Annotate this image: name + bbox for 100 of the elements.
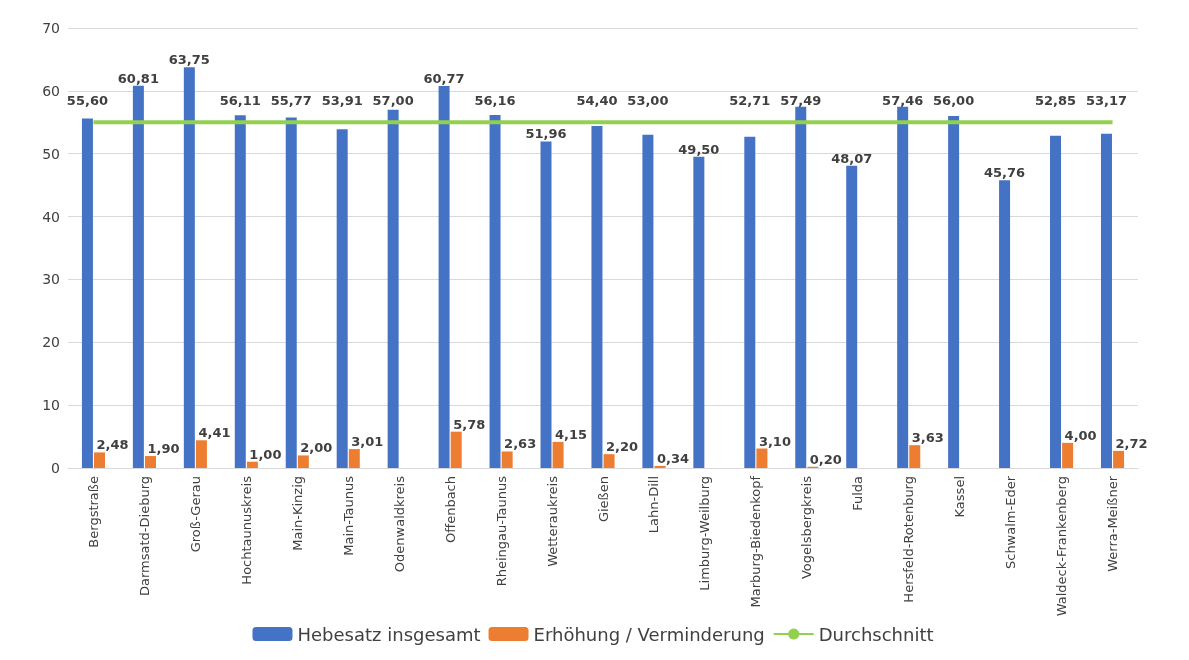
bar	[438, 86, 450, 468]
data-label: 2,72	[1115, 435, 1148, 451]
x-tick-label: Hersfeld-Rotenburg	[901, 476, 917, 603]
data-label: 1,90	[147, 441, 180, 457]
x-tick-label: Wetteraukreis	[544, 475, 560, 567]
data-label: 5,78	[453, 416, 486, 432]
x-tick-label: Limburg-Weilburg	[697, 476, 713, 591]
legend-label: Durchschnitt	[818, 623, 934, 645]
data-label: 2,00	[300, 440, 333, 456]
bar	[285, 117, 297, 468]
bar	[387, 109, 399, 468]
data-label: 45,76	[984, 165, 1026, 181]
bar	[603, 454, 615, 468]
data-label: 3,10	[758, 433, 791, 449]
x-tick-label: Kassel	[952, 476, 968, 518]
data-label: 2,48	[96, 437, 129, 453]
data-label: 57,49	[780, 93, 822, 109]
y-tick-label: 0	[51, 460, 60, 476]
data-label: 48,07	[831, 150, 873, 166]
data-label: 51,96	[525, 126, 567, 142]
y-tick-label: 40	[42, 208, 60, 225]
bar	[336, 129, 348, 468]
bar	[654, 465, 666, 468]
data-label: 53,17	[1085, 93, 1128, 109]
x-tick-label: Darmsatd-Dieburg	[136, 476, 152, 597]
data-label: 1,00	[249, 446, 282, 462]
data-label: 49,50	[678, 141, 720, 157]
bar	[1100, 133, 1112, 468]
legend-label: Erhöhung / Verminderung	[533, 623, 765, 645]
data-label: 55,60	[66, 93, 108, 109]
bar	[897, 106, 909, 468]
bar	[591, 126, 603, 468]
bar	[132, 85, 144, 468]
x-tick-label: Waldeck-Frankenberg	[1054, 476, 1070, 617]
bar	[81, 118, 93, 468]
x-tick-label: Schwalm-Eder	[1003, 475, 1019, 570]
bar	[489, 114, 501, 468]
data-label: 2,20	[606, 439, 639, 455]
bar	[846, 165, 858, 468]
y-tick-label: 30	[42, 271, 60, 288]
x-tick-label: Lahn-Dill	[646, 476, 662, 534]
data-label: 53,00	[627, 93, 669, 109]
bar	[144, 456, 156, 468]
x-tick-label: Gießen	[595, 476, 611, 523]
data-label: 55,77	[270, 93, 312, 109]
bar	[183, 67, 195, 468]
x-tick-label: Werra-Meißner	[1105, 475, 1121, 572]
data-label: 56,11	[219, 93, 261, 109]
data-label: 60,81	[117, 70, 159, 86]
bar	[693, 156, 705, 468]
bar	[795, 106, 807, 468]
data-label: 4,00	[1064, 427, 1097, 443]
data-label: 4,15	[555, 426, 588, 442]
data-label: 3,01	[351, 434, 384, 450]
x-tick-label: Vogelsbergkreis	[799, 475, 815, 580]
data-label: 4,41	[198, 425, 231, 441]
data-label: 56,00	[933, 93, 975, 109]
data-label: 53,91	[321, 93, 363, 109]
bar	[999, 180, 1011, 468]
x-tick-label: Offenbach	[442, 476, 458, 544]
y-tick-label: 10	[42, 397, 60, 414]
x-tick-label: Hochtaunuskreis	[238, 475, 254, 585]
bar	[246, 461, 258, 468]
x-tick-label: Rheingau-Taunus	[493, 475, 509, 587]
x-tick-label: Marburg-Biedenkopf	[748, 475, 764, 608]
bar	[1050, 135, 1062, 468]
data-label: 3,63	[911, 430, 944, 446]
x-tick-label: Odenwaldkreis	[391, 475, 407, 573]
legend-label: Hebesatz insgesamt	[297, 623, 481, 645]
bar	[552, 441, 564, 468]
bar	[348, 449, 360, 468]
x-tick-label: Bergstraße	[85, 476, 101, 548]
x-tick-label: Main-Kinzig	[289, 476, 305, 551]
bar	[948, 116, 960, 468]
y-tick-label: 70	[42, 20, 60, 36]
y-tick-label: 60	[42, 82, 60, 99]
bar	[195, 440, 207, 468]
data-label: 0,20	[809, 451, 842, 467]
bar	[642, 134, 654, 468]
bar	[756, 448, 768, 468]
y-tick-label: 50	[42, 145, 60, 162]
data-label: 54,40	[576, 93, 618, 109]
data-label: 57,46	[882, 93, 924, 109]
bar	[297, 455, 309, 468]
bar	[94, 452, 106, 468]
data-label: 52,71	[729, 93, 771, 109]
data-label: 52,85	[1034, 93, 1077, 109]
data-label: 2,63	[504, 436, 537, 452]
bar	[501, 451, 513, 468]
bar	[234, 115, 246, 468]
x-tick-label: Fulda	[850, 476, 866, 511]
bar	[1113, 450, 1125, 468]
bar	[909, 445, 921, 468]
data-label: 57,00	[372, 93, 414, 109]
data-label: 63,75	[168, 52, 210, 68]
x-tick-label: Groß-Gerau	[187, 476, 203, 553]
x-tick-label: Main-Taunus	[340, 475, 356, 556]
bar	[450, 431, 462, 468]
bar	[540, 141, 552, 468]
data-label: 0,34	[656, 450, 690, 466]
